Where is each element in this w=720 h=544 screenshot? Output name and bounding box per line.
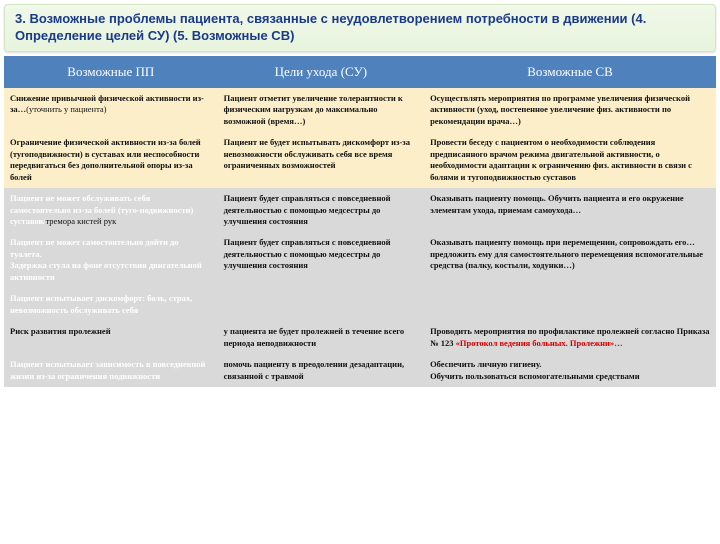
table-row: Риск развития пролежнейу пациента не буд… (4, 321, 716, 354)
cell-sv (424, 288, 716, 321)
cell-pp: Пациент не может обслуживать себя самост… (4, 188, 218, 232)
cell-su: у пациента не будет пролежней в течение … (218, 321, 424, 354)
cell-su: Пациент будет справляться с повседневной… (218, 188, 424, 232)
cell-pp: Риск развития пролежней (4, 321, 218, 354)
cell-pp: Пациент испытывает дискомфорт: боль, стр… (4, 288, 218, 321)
table-row: Пациент испытывает дискомфорт: боль, стр… (4, 288, 716, 321)
problems-table: Возможные ПП Цели ухода (СУ) Возможные С… (4, 56, 716, 387)
table-row: Пациент не может обслуживать себя самост… (4, 188, 716, 232)
cell-su: Пациент будет справляться с повседневной… (218, 232, 424, 288)
table-row: Пациент испытывает зависимость в повседн… (4, 354, 716, 387)
cell-sv: Обеспечить личную гигиену. Обучить польз… (424, 354, 716, 387)
cell-pp: Пациент не может самостоятельно дойти до… (4, 232, 218, 288)
table-header-row: Возможные ПП Цели ухода (СУ) Возможные С… (4, 56, 716, 88)
cell-pp: Снижение привычной физической активности… (4, 88, 218, 132)
table-row: Снижение привычной физической активности… (4, 88, 716, 132)
cell-su: помочь пациенту в преодолении дезадаптац… (218, 354, 424, 387)
cell-su (218, 288, 424, 321)
cell-sv: Оказывать пациенту помощь. Обучить пацие… (424, 188, 716, 232)
cell-sv: Оказывать пациенту помощь при перемещени… (424, 232, 716, 288)
cell-sv: Осуществлять мероприятия по программе ув… (424, 88, 716, 132)
cell-sv: Провести беседу с пациентом о необходимо… (424, 132, 716, 188)
col-header-su: Цели ухода (СУ) (218, 56, 424, 88)
title-bar: 3. Возможные проблемы пациента, связанны… (4, 4, 716, 52)
cell-su: Пациент отметит увеличение толерантности… (218, 88, 424, 132)
table-row: Ограничение физической активности из-за … (4, 132, 716, 188)
page-title: 3. Возможные проблемы пациента, связанны… (15, 11, 705, 45)
cell-su: Пациент не будет испытывать дискомфорт и… (218, 132, 424, 188)
col-header-pp: Возможные ПП (4, 56, 218, 88)
cell-pp: Пациент испытывает зависимость в повседн… (4, 354, 218, 387)
cell-pp: Ограничение физической активности из-за … (4, 132, 218, 188)
table-row: Пациент не может самостоятельно дойти до… (4, 232, 716, 288)
col-header-sv: Возможные СВ (424, 56, 716, 88)
cell-sv: Проводить мероприятия по профилактике пр… (424, 321, 716, 354)
